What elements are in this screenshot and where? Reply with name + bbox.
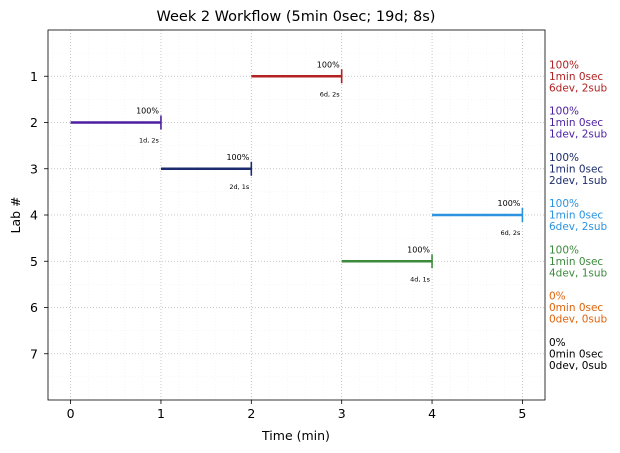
- side-label-line: 6dev, 2sub: [549, 221, 608, 233]
- y-tick-label: 5: [30, 254, 38, 269]
- side-label-line: 0%: [549, 337, 566, 349]
- x-tick-label: 2: [247, 406, 255, 421]
- task-bar-lab-3: 100% 2d, 1s: [160, 153, 253, 191]
- side-label-line: 2dev, 1sub: [549, 175, 608, 187]
- chart-title: Week 2 Workflow (5min 0sec; 19d; 8s): [157, 9, 436, 25]
- side-label-line: 4dev, 1sub: [549, 267, 608, 279]
- task-bar-detail: 6d, 2s: [500, 229, 521, 237]
- x-tick-label: 0: [67, 406, 75, 421]
- task-bar-percent: 100%: [226, 153, 249, 162]
- side-label-line: 6dev, 2sub: [549, 82, 608, 94]
- side-label-line: 100%: [549, 198, 579, 210]
- side-label-line: 0dev, 0sub: [549, 314, 608, 326]
- side-label-line: 100%: [549, 59, 579, 71]
- task-bar-percent: 100%: [498, 199, 521, 208]
- side-label-line: 1min 0sec: [549, 71, 603, 83]
- side-label-line: 1min 0sec: [549, 210, 603, 222]
- task-bar-percent: 100%: [136, 107, 159, 116]
- side-label-line: 100%: [549, 244, 579, 256]
- x-tick-label: 3: [338, 406, 346, 421]
- y-tick-label: 7: [30, 346, 38, 361]
- task-bar-lab-2: 100% 1d, 2s: [70, 107, 162, 145]
- x-tick-label: 4: [428, 406, 436, 421]
- task-bar-percent: 100%: [317, 60, 340, 69]
- side-label-line: 0dev, 0sub: [549, 360, 608, 372]
- side-label-line: 100%: [549, 106, 579, 118]
- side-label-line: 1min 0sec: [549, 163, 603, 175]
- task-bar-detail: 6d, 2s: [320, 90, 341, 98]
- side-label-line: 1min 0sec: [549, 256, 603, 268]
- x-tick-label: 5: [518, 406, 526, 421]
- y-tick-label: 6: [30, 300, 38, 315]
- task-bar-lab-5: 100% 4d, 1s: [341, 245, 433, 283]
- y-tick-label: 1: [30, 69, 38, 84]
- task-bar-detail: 2d, 1s: [229, 183, 250, 191]
- task-bar-detail: 1d, 2s: [139, 137, 160, 145]
- task-bar-detail: 4d, 1s: [410, 275, 431, 283]
- bars: 100% 6d, 2s 100% 1d, 2s 100% 2d, 1s 100% 6d, 2s…: [70, 60, 524, 283]
- side-label-line: 0%: [549, 291, 566, 303]
- x-tick-label: 1: [157, 406, 165, 421]
- axis-ticks: 0 1 2 3 4 5 1 2 3 4 5 6 7: [30, 69, 526, 421]
- task-bar-percent: 100%: [407, 245, 430, 254]
- y-tick-label: 4: [30, 208, 38, 223]
- x-axis-label: Time (min): [261, 428, 330, 443]
- y-tick-label: 2: [30, 115, 38, 130]
- y-axis-label: Lab #: [8, 196, 23, 233]
- task-bar-lab-4: 100% 6d, 2s: [432, 199, 524, 237]
- side-label-line: 0min 0sec: [549, 302, 603, 314]
- task-bar-lab-1: 100% 6d, 2s: [251, 60, 343, 98]
- side-label-line: 0min 0sec: [549, 348, 603, 360]
- side-label-line: 1dev, 2sub: [549, 129, 608, 141]
- side-label-line: 1min 0sec: [549, 117, 603, 129]
- y-tick-label: 3: [30, 161, 38, 176]
- side-label-line: 100%: [549, 152, 579, 164]
